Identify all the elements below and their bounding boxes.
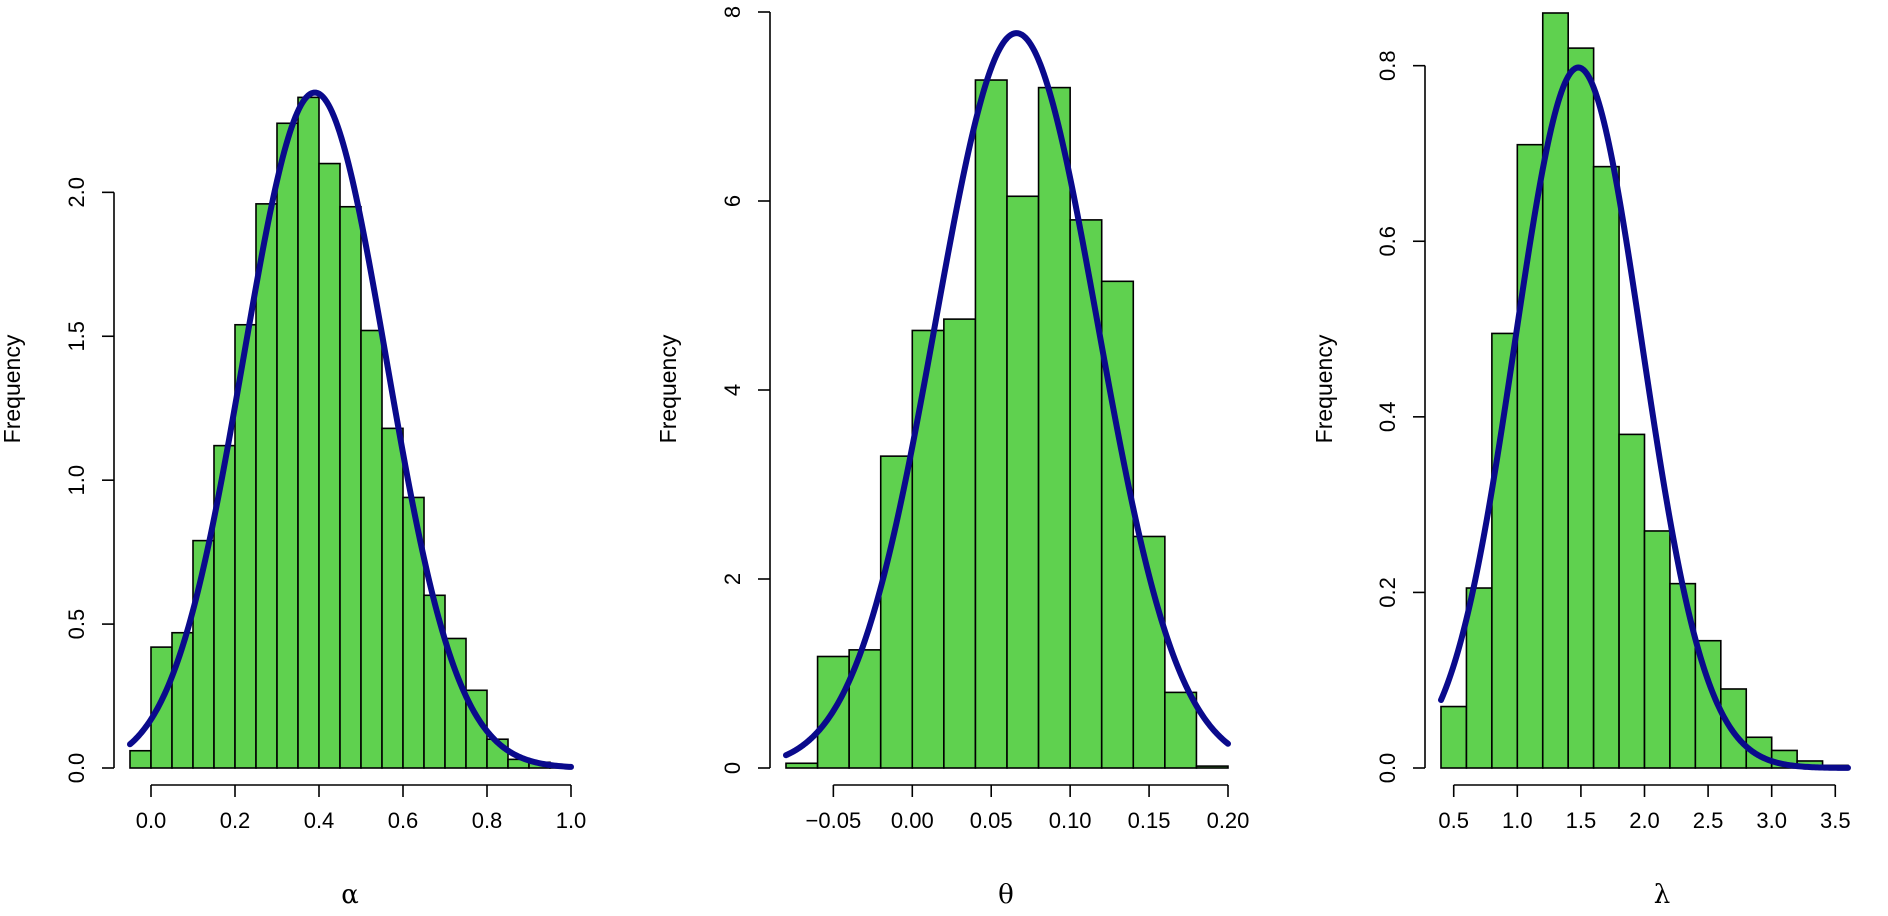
density-curve-line (127, 89, 574, 770)
histogram-bar (1100, 280, 1135, 769)
density-curve-line (1438, 64, 1851, 771)
x-axis: −0.05 0.00 0.05 0.10 0.15 0.20 (806, 784, 1250, 833)
histogram-bar (255, 203, 278, 769)
histogram-bars (785, 79, 1229, 769)
histogram-bars (129, 96, 572, 769)
histogram-bar (276, 122, 299, 769)
panel-theta: −0.05 0.00 0.05 0.10 0.15 0.20 0 2 4 6 8 θ Frequency (655, 6, 1249, 910)
histogram-bar (297, 96, 320, 769)
x-axis-label: λ (1654, 880, 1670, 910)
histogram-bar (1541, 12, 1569, 769)
x-tick-label: 0.05 (970, 808, 1013, 833)
x-tick-label: 0.10 (1049, 808, 1092, 833)
histogram-bar (339, 205, 362, 769)
y-axis: 0 2 4 6 8 (720, 6, 771, 774)
histogram-bar (1592, 165, 1620, 769)
histogram-bars (1440, 12, 1849, 769)
x-tick-label: 0.5 (1438, 808, 1469, 833)
y-tick-label: 0.6 (1375, 226, 1400, 257)
density-curve-line (783, 30, 1231, 759)
y-tick-label: 8 (720, 6, 745, 18)
x-tick-label: 3.5 (1820, 808, 1851, 833)
histogram-bar (974, 79, 1008, 769)
histogram-bar (381, 427, 404, 769)
x-tick-label: 2.0 (1629, 808, 1660, 833)
histogram-bar (1567, 47, 1595, 769)
y-axis-label: Frequency (1311, 334, 1337, 443)
y-tick-label: 0.0 (64, 753, 89, 784)
x-axis: 0.5 1.0 1.5 2.0 2.5 3.0 3.5 (1438, 784, 1851, 833)
x-tick-label: 3.0 (1756, 808, 1787, 833)
y-tick-label: 0.5 (64, 609, 89, 640)
x-tick-label: 0.4 (304, 808, 335, 833)
x-axis: 0.0 0.2 0.4 0.6 0.8 1.0 (136, 784, 587, 833)
x-tick-label: 0.0 (136, 808, 167, 833)
y-tick-label: 0.8 (1375, 50, 1400, 81)
histogram-bar (360, 329, 383, 769)
y-axis-label: Frequency (655, 334, 681, 443)
x-axis-label: θ (998, 880, 1014, 910)
histogram-bar (943, 318, 977, 769)
x-tick-label: 0.2 (220, 808, 251, 833)
y-axis-label: Frequency (0, 334, 25, 443)
x-tick-label: 0.20 (1207, 808, 1250, 833)
y-tick-label: 1.5 (64, 321, 89, 352)
y-tick-label: 1.0 (64, 465, 89, 496)
histogram-bar (785, 762, 819, 769)
x-tick-label: 1.5 (1566, 808, 1597, 833)
histogram-bar (1037, 86, 1071, 769)
x-tick-label: 1.0 (556, 808, 587, 833)
x-tick-label: 0.8 (472, 808, 503, 833)
histogram-bar (318, 162, 341, 769)
y-tick-label: 2.0 (64, 177, 89, 208)
y-tick-label: 6 (720, 195, 745, 207)
histogram-bar (150, 646, 173, 769)
panel-alpha: 0.0 0.2 0.4 0.6 0.8 1.0 0.0 0.5 1.0 1.5 2.0 α Freque… (0, 89, 587, 910)
y-tick-label: 0.2 (1375, 577, 1400, 608)
x-tick-label: 2.5 (1693, 808, 1724, 833)
histogram-bar (129, 749, 152, 769)
x-tick-label: 1.0 (1502, 808, 1533, 833)
histogram-bar (1006, 195, 1040, 769)
x-tick-label: −0.05 (806, 808, 862, 833)
x-axis-label: α (341, 880, 359, 910)
y-tick-label: 4 (720, 384, 745, 396)
x-tick-label: 0.15 (1128, 808, 1171, 833)
x-tick-label: 0.6 (388, 808, 419, 833)
histogram-bar (911, 329, 945, 769)
histogram-bar (1465, 587, 1493, 769)
histogram-bar (1440, 705, 1468, 769)
y-tick-label: 0 (720, 762, 745, 774)
y-tick-label: 2 (720, 573, 745, 585)
histogram-bar (1643, 530, 1671, 769)
histogram-bar (879, 455, 914, 769)
histogram-bar (1669, 582, 1697, 769)
x-tick-label: 0.00 (891, 808, 934, 833)
y-tick-label: 0.0 (1375, 753, 1400, 784)
histogram-bar (1195, 765, 1229, 769)
y-axis: 0.0 0.5 1.0 1.5 2.0 (64, 177, 115, 784)
histogram-bar (1164, 691, 1198, 769)
histogram-bar (1618, 433, 1646, 769)
y-tick-label: 0.4 (1375, 402, 1400, 433)
panel-lambda: 0.5 1.0 1.5 2.0 2.5 3.0 3.5 0.0 0.2 0.4 0.6 0.8 λ Fre… (1311, 12, 1851, 910)
histogram-bar (1069, 219, 1103, 769)
y-axis: 0.0 0.2 0.4 0.6 0.8 (1375, 50, 1426, 784)
